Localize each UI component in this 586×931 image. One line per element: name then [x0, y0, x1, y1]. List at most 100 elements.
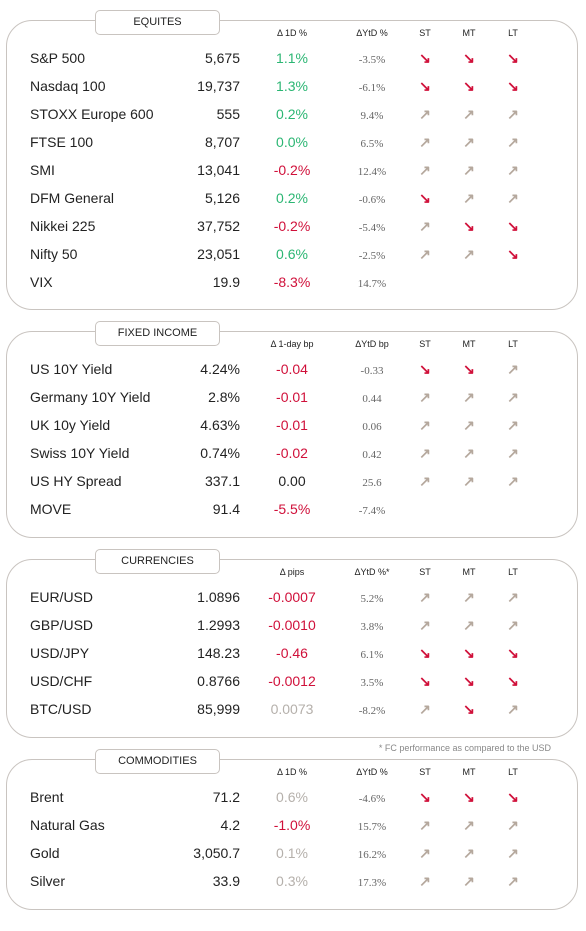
row-name: US HY Spread	[30, 473, 122, 489]
row-ytd: 16.2%	[357, 849, 387, 861]
trend-arrow: ↘	[419, 190, 431, 206]
row-ytd: -8.2%	[358, 705, 386, 717]
column-header: ST	[419, 28, 431, 38]
section-box	[6, 759, 578, 910]
trend-arrow: ↗	[419, 589, 431, 605]
column-header: ΔYtD bp	[355, 339, 389, 349]
row-value: 33.9	[212, 873, 240, 889]
row-name: USD/JPY	[30, 645, 90, 661]
row-change: -0.01	[276, 389, 308, 405]
row-ytd: 6.5%	[360, 138, 384, 150]
row-ytd: 3.8%	[360, 621, 384, 633]
trend-arrow: ↗	[463, 817, 475, 833]
row-change: -0.0012	[268, 673, 316, 689]
row-change: -0.01	[276, 417, 308, 433]
trend-arrow: ↘	[463, 218, 475, 234]
row-name: GBP/USD	[30, 617, 94, 633]
column-header: Δ pips	[279, 567, 305, 577]
trend-arrow: ↘	[507, 673, 519, 689]
trend-arrow: ↘	[463, 50, 475, 66]
row-name: BTC/USD	[30, 701, 92, 717]
trend-arrow: ↗	[463, 845, 475, 861]
row-name: Swiss 10Y Yield	[30, 445, 130, 461]
trend-arrow: ↗	[463, 190, 475, 206]
row-name: Germany 10Y Yield	[30, 389, 151, 405]
column-header: LT	[508, 339, 518, 349]
row-change: -0.2%	[273, 218, 311, 234]
row-value: 1.0896	[197, 589, 240, 605]
row-change: -0.0007	[268, 589, 316, 605]
row-ytd: -5.4%	[358, 222, 386, 234]
trend-arrow: ↗	[507, 162, 519, 178]
trend-arrow: ↗	[507, 361, 519, 377]
row-change: 0.2%	[276, 190, 308, 206]
column-header: ΔYtD %*	[354, 567, 390, 577]
section-title: COMMODITIES	[95, 749, 220, 774]
trend-arrow: ↘	[419, 78, 431, 94]
row-ytd: 9.4%	[360, 110, 384, 122]
row-value: 5,126	[204, 190, 240, 206]
column-header: Δ 1D %	[276, 767, 308, 777]
trend-arrow: ↗	[463, 473, 475, 489]
row-value: 4.2	[220, 817, 240, 833]
row-value: 91.4	[212, 501, 240, 517]
row-ytd: -7.4%	[358, 505, 386, 517]
column-header: Δ 1D %	[276, 28, 308, 38]
trend-arrow: ↘	[463, 78, 475, 94]
row-ytd: 15.7%	[357, 821, 387, 833]
trend-arrow: ↗	[419, 445, 431, 461]
column-header: MT	[462, 567, 476, 577]
column-header: ΔYtD %	[356, 767, 388, 777]
row-ytd: 12.4%	[357, 166, 387, 178]
row-ytd: 0.06	[362, 421, 382, 433]
row-ytd: -0.33	[360, 365, 384, 377]
section-title: CURRENCIES	[95, 549, 220, 574]
row-name: MOVE	[30, 501, 72, 517]
row-value: 8,707	[204, 134, 240, 150]
row-value: 4.63%	[200, 417, 240, 433]
trend-arrow: ↘	[419, 789, 431, 805]
footnote: * FC performance as compared to the USD	[378, 743, 551, 753]
row-change: 0.0073	[270, 701, 314, 717]
trend-arrow: ↗	[419, 417, 431, 433]
row-change: 1.1%	[276, 50, 308, 66]
trend-arrow: ↘	[463, 789, 475, 805]
row-change: -1.0%	[273, 817, 311, 833]
row-change: -0.02	[276, 445, 308, 461]
column-header: MT	[462, 339, 476, 349]
row-value: 19.9	[212, 274, 240, 290]
row-value: 85,999	[197, 701, 240, 717]
trend-arrow: ↗	[507, 106, 519, 122]
row-ytd: -2.5%	[358, 250, 386, 262]
trend-arrow: ↗	[507, 389, 519, 405]
row-change: -0.2%	[273, 162, 311, 178]
row-ytd: -4.6%	[358, 793, 386, 805]
trend-arrow: ↗	[463, 134, 475, 150]
trend-arrow: ↘	[419, 50, 431, 66]
row-value: 4.24%	[200, 361, 240, 377]
row-name: DFM General	[30, 190, 115, 206]
column-header: MT	[462, 767, 476, 777]
trend-arrow: ↘	[463, 673, 475, 689]
row-change: 0.6%	[276, 789, 308, 805]
row-name: Nasdaq 100	[30, 78, 106, 94]
section-box	[6, 559, 578, 738]
column-header: LT	[508, 767, 518, 777]
trend-arrow: ↗	[507, 817, 519, 833]
row-value: 2.8%	[208, 389, 240, 405]
trend-arrow: ↗	[419, 106, 431, 122]
row-change: -5.5%	[273, 501, 311, 517]
row-change: 0.00	[278, 473, 306, 489]
row-value: 0.74%	[200, 445, 240, 461]
row-name: US 10Y Yield	[30, 361, 113, 377]
trend-arrow: ↘	[507, 50, 519, 66]
row-change: -0.0010	[268, 617, 316, 633]
trend-arrow: ↗	[463, 589, 475, 605]
trend-arrow: ↘	[419, 361, 431, 377]
row-value: 23,051	[197, 246, 240, 262]
row-value: 3,050.7	[193, 845, 240, 861]
trend-arrow: ↗	[419, 218, 431, 234]
trend-arrow: ↗	[507, 845, 519, 861]
row-value: 5,675	[204, 50, 240, 66]
row-change: 0.6%	[276, 246, 308, 262]
